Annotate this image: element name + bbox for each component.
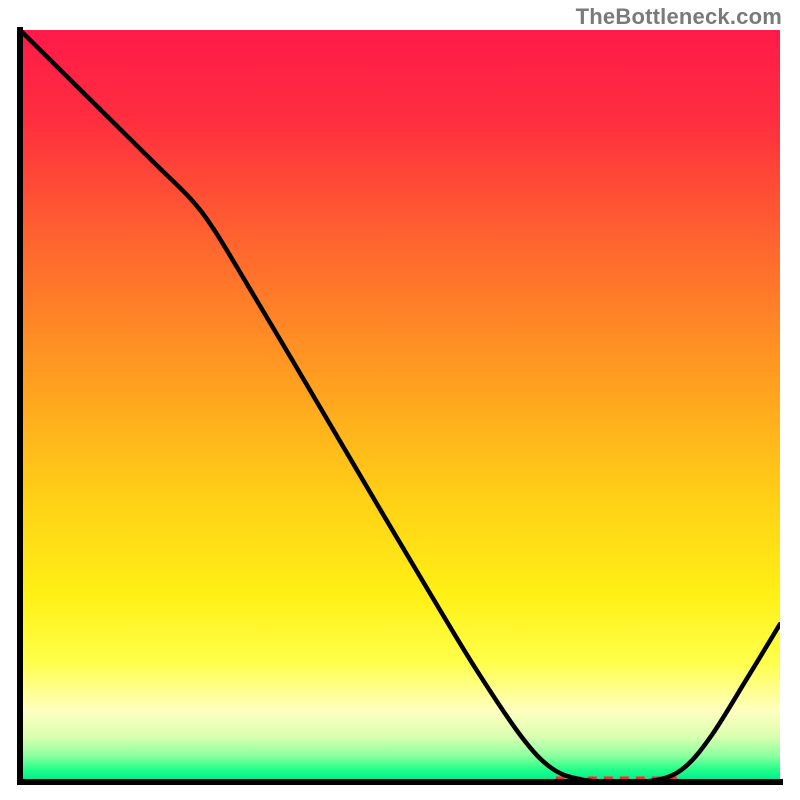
bottleneck-chart: [0, 0, 800, 800]
watermark-text: TheBottleneck.com: [576, 4, 782, 30]
